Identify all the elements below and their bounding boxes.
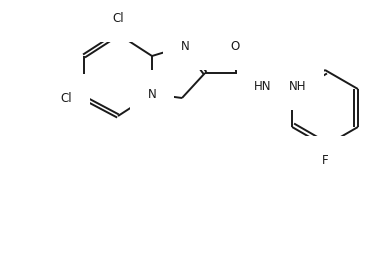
Text: Cl: Cl (112, 12, 124, 25)
Text: Cl: Cl (60, 91, 72, 104)
Text: HN: HN (254, 80, 272, 92)
Text: N: N (181, 39, 189, 52)
Text: NH: NH (289, 80, 307, 92)
Text: N: N (148, 88, 156, 101)
Text: F: F (322, 154, 328, 166)
Text: O: O (230, 39, 240, 52)
